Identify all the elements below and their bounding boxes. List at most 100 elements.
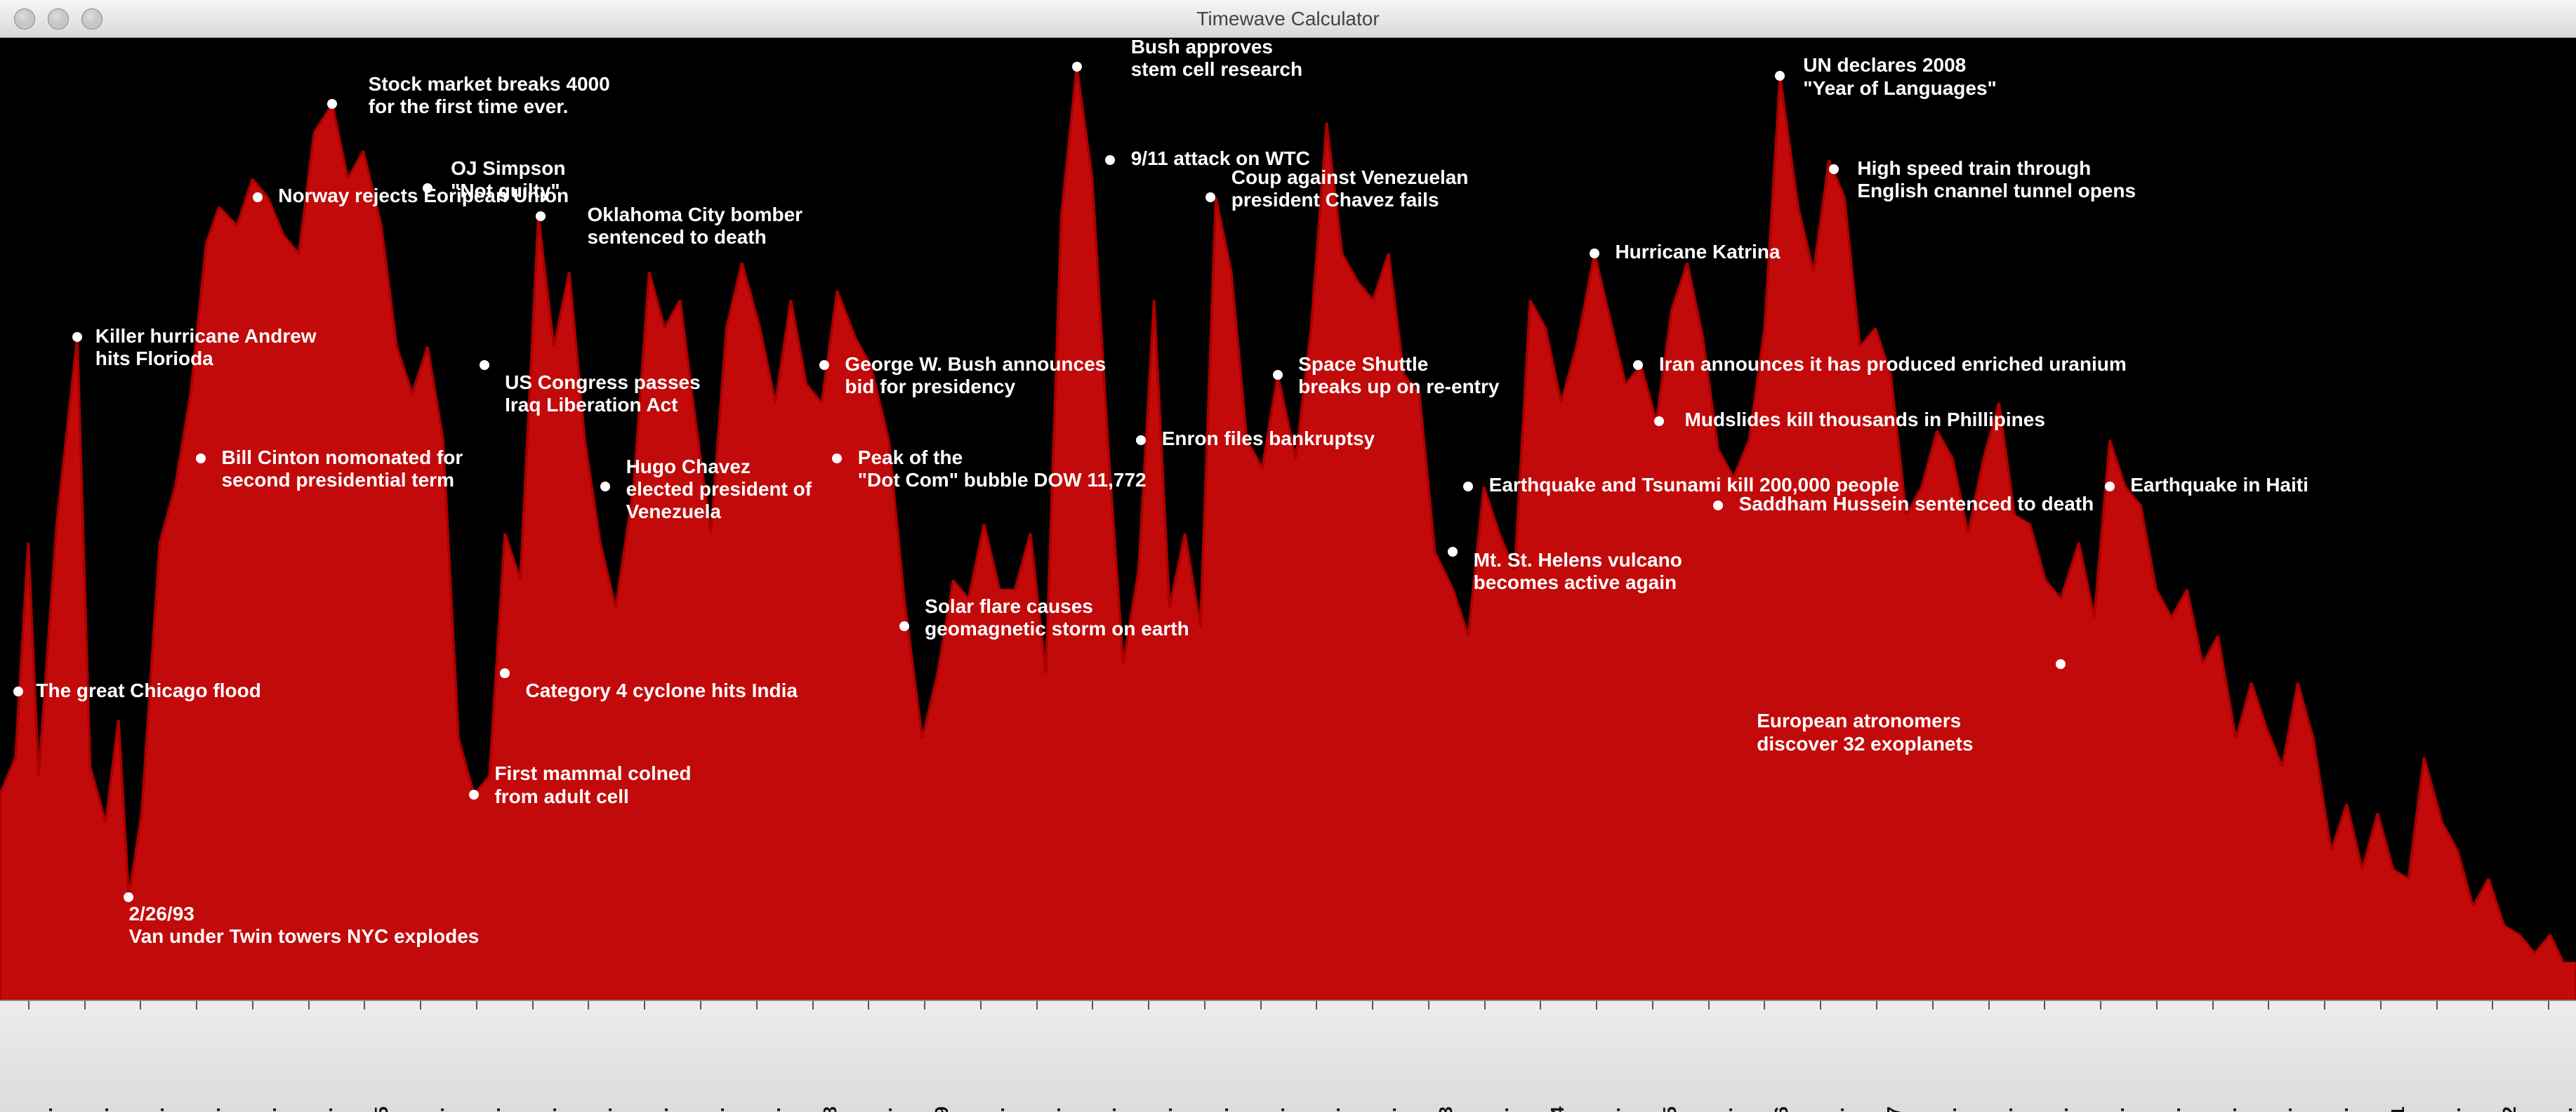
x-tick-mark (2324, 1001, 2325, 1010)
titlebar[interactable]: Timewave Calculator (0, 0, 2576, 38)
close-icon[interactable] (14, 8, 35, 29)
x-axis: 4/15/199…9/29/199…3/14/199…8/28/199…2/10… (0, 1000, 2576, 1112)
annotation-dot (72, 332, 82, 342)
x-tick-mark (924, 1001, 925, 1010)
x-tick-mark (2268, 1001, 2269, 1010)
x-tick-label: 7/5/2005 (1659, 1106, 1681, 1112)
x-tick-label: 9/2/1998 (819, 1106, 841, 1112)
x-tick-mark (1260, 1001, 1262, 1010)
x-tick-mark (1372, 1001, 1373, 1010)
timewave-chart: The great Chicago floodKiller hurricane … (0, 38, 2576, 1000)
x-tick-label: 2/26/200… (2107, 1106, 2129, 1112)
x-tick-label: 4/26/200… (1267, 1106, 1289, 1112)
x-tick-mark (308, 1001, 310, 1010)
x-tick-mark (140, 1001, 141, 1010)
app-window: Timewave Calculator The great Chicago fl… (0, 0, 2576, 1112)
annotation-dot (423, 183, 432, 193)
x-tick-mark (868, 1001, 869, 1010)
annotation-dot (196, 454, 206, 463)
x-tick-mark (980, 1001, 982, 1010)
x-tick-label: 8/1/1999 (931, 1106, 953, 1112)
x-tick-label: 9/12/200… (2051, 1106, 2073, 1112)
annotation-dot (13, 687, 23, 696)
x-tick-label: 6/25/199… (427, 1106, 449, 1112)
x-tick-label: 10/4/199… (707, 1106, 729, 1112)
annotation-dot (1206, 192, 1215, 202)
x-tick-label: 7/27/199… (315, 1106, 337, 1112)
annotation-dot (327, 99, 337, 109)
annotation-dot (1136, 435, 1146, 445)
x-tick-label: 6/29/200… (1043, 1106, 1065, 1112)
x-tick-mark (756, 1001, 758, 1010)
x-tick-label: 12/8/199… (483, 1106, 505, 1112)
x-tick-mark (28, 1001, 29, 1010)
annotation-dot (480, 360, 489, 370)
x-tick-label: 9/29/199… (91, 1106, 113, 1112)
x-tick-label: 12/13/20… (1099, 1106, 1121, 1112)
x-tick-mark (1876, 1001, 1877, 1010)
x-tick-mark (420, 1001, 421, 1010)
x-tick-mark (364, 1001, 365, 1010)
x-tick-mark (812, 1001, 814, 1010)
x-tick-mark (2044, 1001, 2045, 1010)
x-tick-label: 10/10/20… (1323, 1106, 1345, 1112)
annotation-dot (1654, 416, 1664, 426)
zoom-icon[interactable] (81, 8, 103, 29)
x-tick-label: 3/14/199… (147, 1106, 169, 1112)
x-tick-mark (1596, 1001, 1597, 1010)
x-tick-label: 1/25/201… (2219, 1106, 2241, 1112)
x-tick-mark (252, 1001, 253, 1010)
x-tick-label: 11/22/20… (2443, 1106, 2465, 1112)
x-tick-label: 10/20/20… (2555, 1106, 2576, 1112)
x-tick-mark (2548, 1001, 2549, 1010)
x-tick-mark (588, 1001, 589, 1010)
area-chart-svg (0, 38, 2576, 1000)
minimize-icon[interactable] (48, 8, 69, 29)
x-tick-mark (476, 1001, 477, 1010)
x-tick-label: 10/15/20… (1939, 1106, 1961, 1112)
annotation-dot (819, 360, 829, 370)
x-tick-mark (2492, 1001, 2493, 1010)
window-title: Timewave Calculator (0, 8, 2576, 30)
x-tick-mark (2156, 1001, 2158, 1010)
x-tick-mark (1316, 1001, 1317, 1010)
x-tick-mark (1820, 1001, 1821, 1010)
annotation-dot (469, 790, 479, 800)
x-tick-mark (700, 1001, 701, 1010)
x-tick-label: 6/3/2006 (1771, 1106, 1792, 1112)
x-tick-mark (1092, 1001, 1093, 1010)
annotation-dot (1775, 71, 1785, 81)
x-tick-label: 5/6/2012 (2499, 1106, 2521, 1112)
x-tick-label: 3/25/200… (1379, 1106, 1401, 1112)
x-tick-label: 6/8/2011 (2387, 1106, 2409, 1112)
x-tick-mark (1036, 1001, 1038, 1010)
x-tick-mark (1484, 1001, 1486, 1010)
x-tick-mark (1204, 1001, 1206, 1010)
annotation-dot (1713, 501, 1723, 510)
x-tick-mark (1764, 1001, 1765, 1010)
annotation-dot (600, 482, 610, 491)
x-tick-label: 1/15/200… (987, 1106, 1009, 1112)
annotation-dot (1829, 164, 1839, 174)
x-tick-label: 12/18/20… (1715, 1106, 1737, 1112)
x-tick-label: 9/8/2003 (1435, 1106, 1457, 1112)
x-tick-mark (1988, 1001, 1990, 1010)
annotation-dot (1105, 155, 1115, 165)
annotation-dot (1633, 360, 1643, 370)
x-tick-mark (1708, 1001, 1710, 1010)
annotation-dot (1448, 547, 1458, 557)
x-tick-label: 3/30/200… (1995, 1106, 2017, 1112)
annotation-dot (2105, 482, 2115, 491)
x-tick-mark (1540, 1001, 1541, 1010)
x-tick-mark (1428, 1001, 1429, 1010)
x-tick-mark (2212, 1001, 2214, 1010)
x-tick-label: 1/9/1995 (371, 1106, 392, 1112)
x-tick-label: 12/24/20… (2331, 1106, 2353, 1112)
annotation-dot (899, 621, 909, 631)
x-tick-mark (2380, 1001, 2382, 1010)
x-tick-label: 4/21/199… (651, 1106, 673, 1112)
x-tick-label: 2/21/200… (1491, 1106, 1513, 1112)
x-tick-label: 5/28/200… (1155, 1106, 1177, 1112)
x-tick-mark (2436, 1001, 2438, 1010)
x-tick-label: 1/19/200… (1603, 1106, 1625, 1112)
